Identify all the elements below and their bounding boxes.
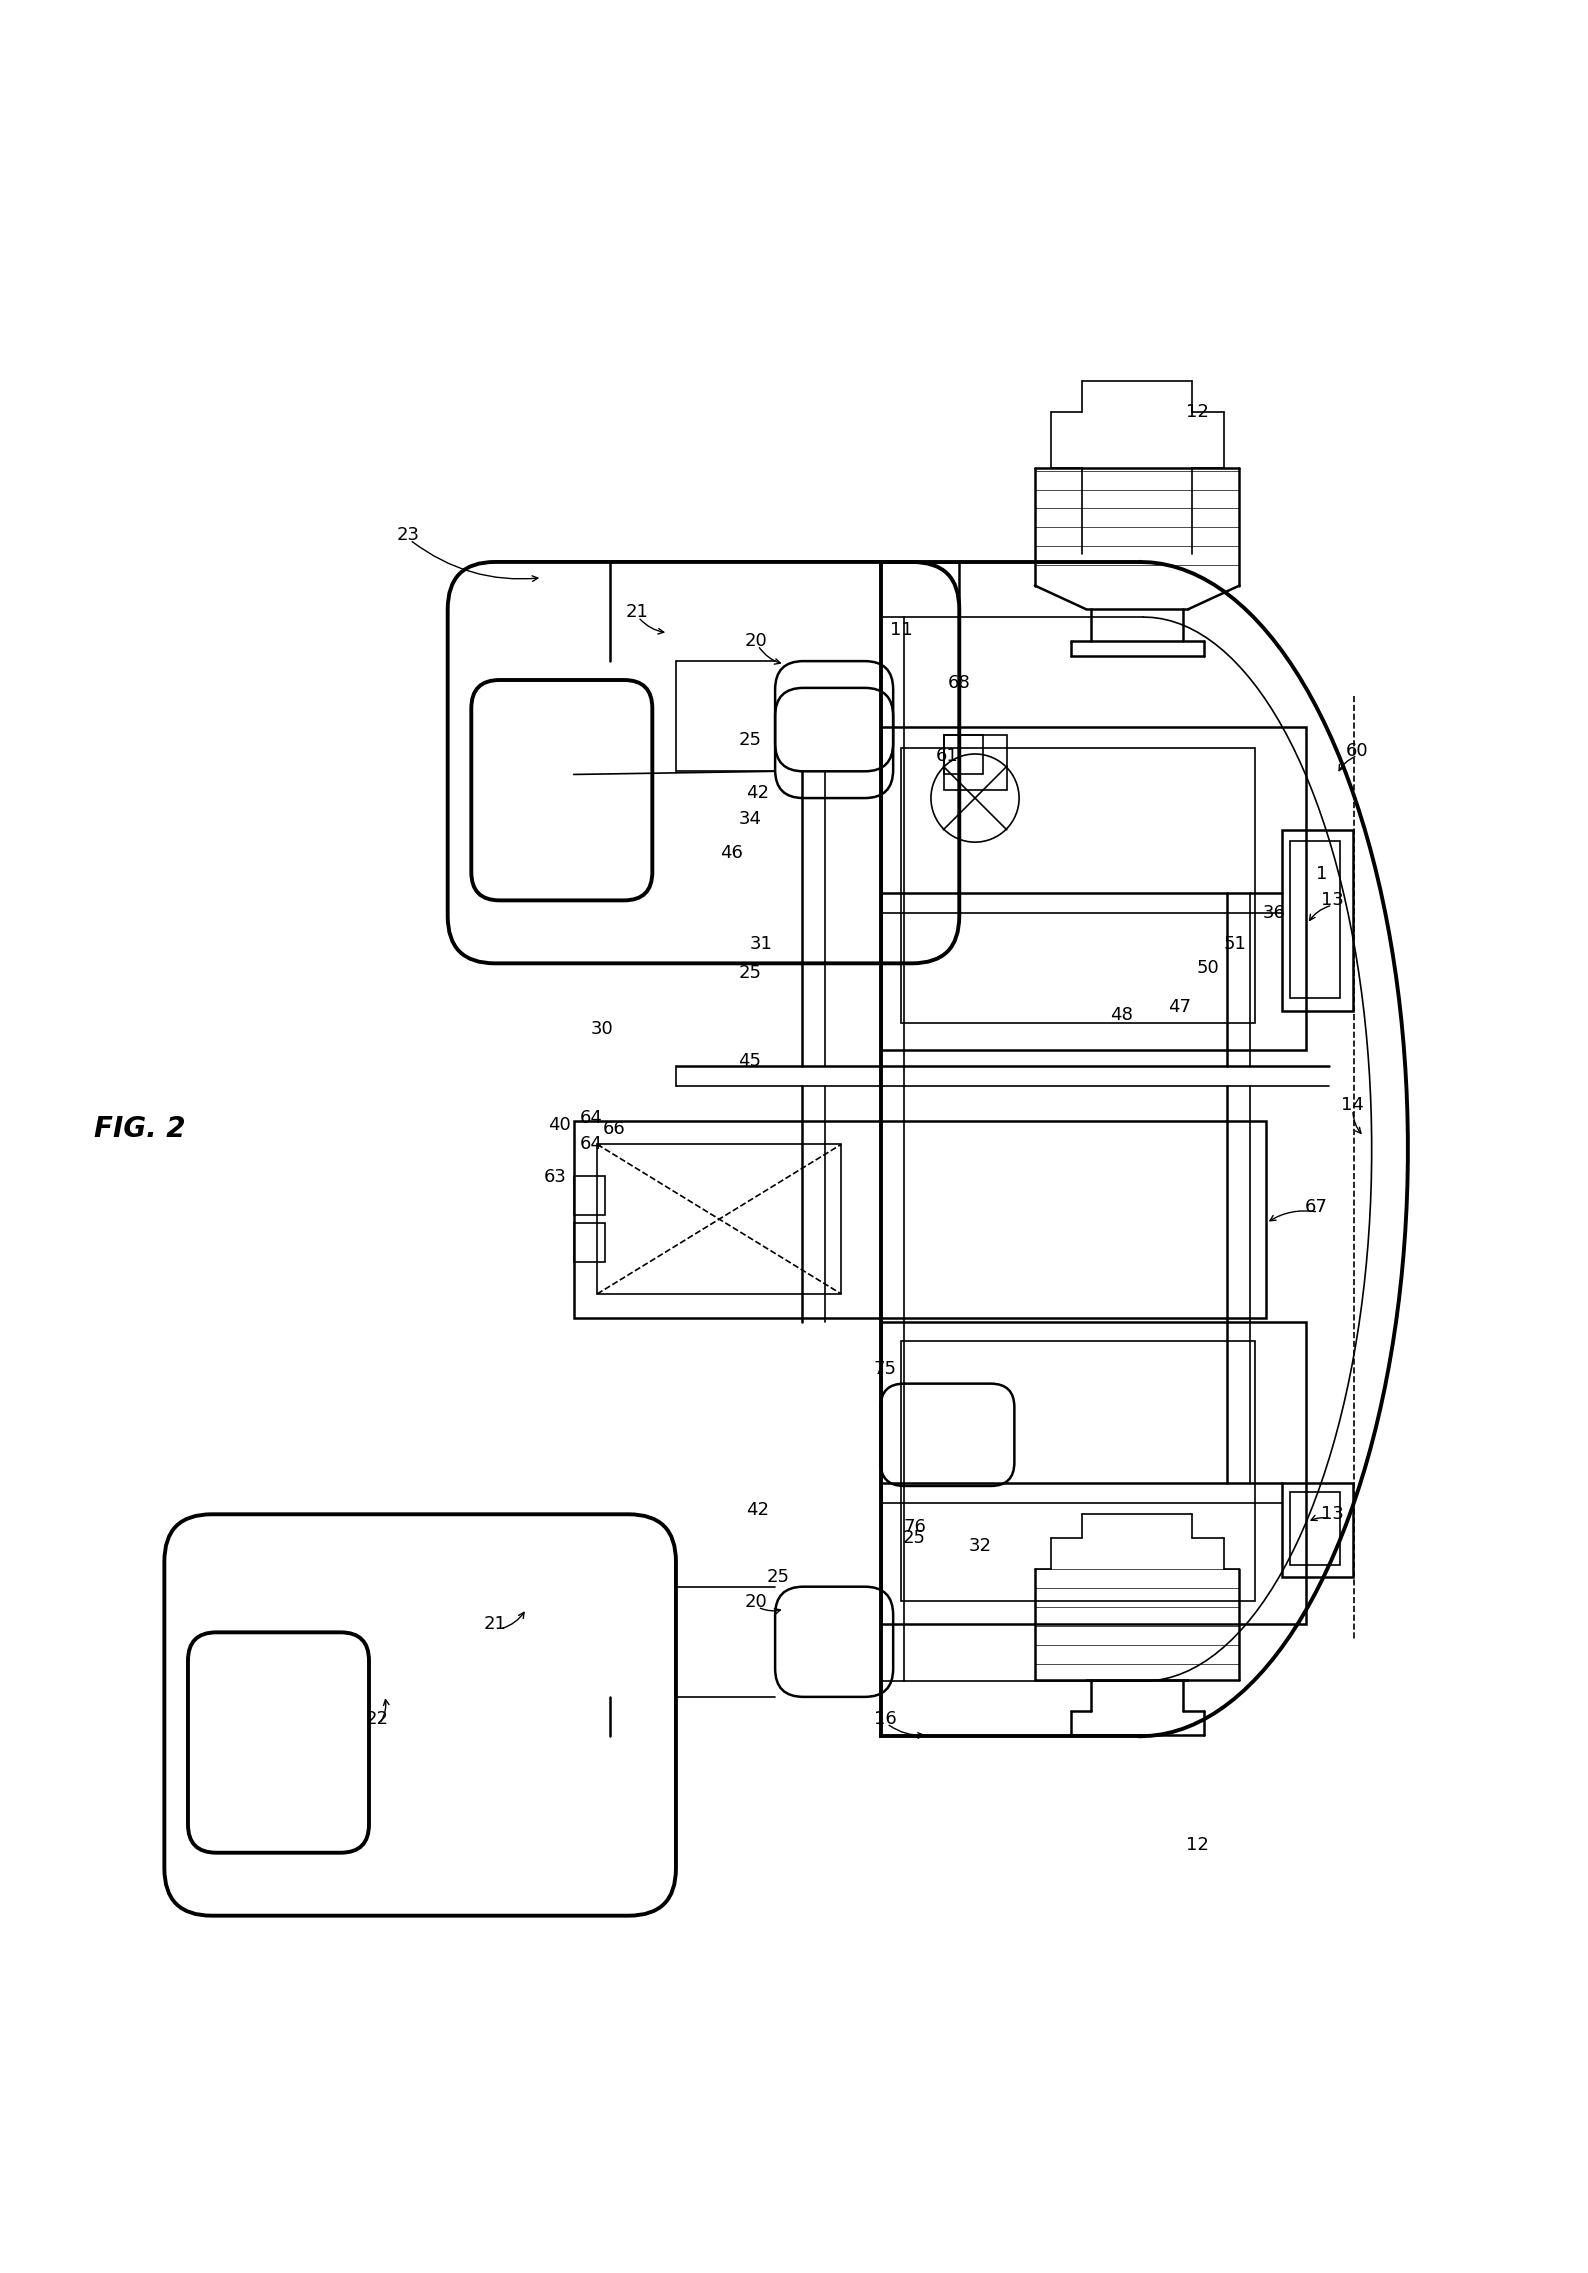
Bar [1289, 841, 1340, 998]
Bar [943, 734, 983, 775]
Text: 1: 1 [1315, 864, 1328, 882]
Text: 42: 42 [746, 784, 769, 802]
Text: FIG. 2: FIG. 2 [94, 1114, 186, 1143]
Text: 45: 45 [738, 1052, 761, 1071]
Text: 63: 63 [543, 1168, 567, 1187]
Bar [573, 1121, 1266, 1318]
Text: 64: 64 [580, 1109, 602, 1127]
Text: 64: 64 [580, 1136, 602, 1152]
Text: 48: 48 [1110, 1007, 1132, 1025]
Bar [573, 1223, 605, 1262]
Text: 47: 47 [1169, 998, 1191, 1016]
Bar [881, 1323, 1305, 1625]
Text: 75: 75 [873, 1362, 897, 1377]
Text: 67: 67 [1305, 1198, 1328, 1216]
Text: 11: 11 [889, 621, 913, 639]
Bar [900, 748, 1255, 1023]
Text: 20: 20 [745, 632, 767, 650]
Text: 21: 21 [483, 1616, 507, 1634]
Text: 12: 12 [1186, 1837, 1208, 1855]
Text: 13: 13 [1321, 891, 1343, 909]
Text: 25: 25 [902, 1530, 926, 1548]
Text: 34: 34 [738, 809, 761, 827]
Bar [900, 1341, 1255, 1600]
Bar [943, 734, 1007, 791]
Text: 76: 76 [904, 1518, 927, 1537]
Text: 12: 12 [1186, 402, 1208, 421]
Bar [1289, 1493, 1340, 1564]
Text: 50: 50 [1197, 959, 1220, 977]
Text: 13: 13 [1321, 1505, 1343, 1523]
Text: 22: 22 [365, 1709, 389, 1727]
Text: 60: 60 [1347, 741, 1369, 759]
Bar [573, 1175, 605, 1216]
Text: 30: 30 [591, 1021, 613, 1039]
Bar [881, 727, 1305, 1050]
Text: 14: 14 [1342, 1096, 1364, 1114]
Text: 40: 40 [548, 1116, 570, 1134]
Text: 36: 36 [1262, 905, 1286, 923]
Bar [597, 1143, 842, 1293]
Text: 16: 16 [873, 1709, 897, 1727]
Text: 23: 23 [397, 525, 419, 543]
Text: 46: 46 [719, 843, 743, 861]
Text: 68: 68 [948, 675, 970, 693]
Text: 21: 21 [626, 602, 648, 621]
Text: 25: 25 [767, 1568, 789, 1587]
Text: 66: 66 [603, 1121, 626, 1136]
Bar [1282, 830, 1353, 1011]
Text: 25: 25 [738, 732, 761, 748]
Text: 32: 32 [969, 1537, 991, 1555]
Text: 25: 25 [738, 964, 761, 982]
Text: 61: 61 [935, 746, 958, 764]
Text: 42: 42 [746, 1500, 769, 1518]
Text: 31: 31 [750, 936, 772, 952]
Text: 51: 51 [1223, 936, 1247, 952]
Bar [1282, 1482, 1353, 1577]
Text: 20: 20 [745, 1593, 767, 1612]
